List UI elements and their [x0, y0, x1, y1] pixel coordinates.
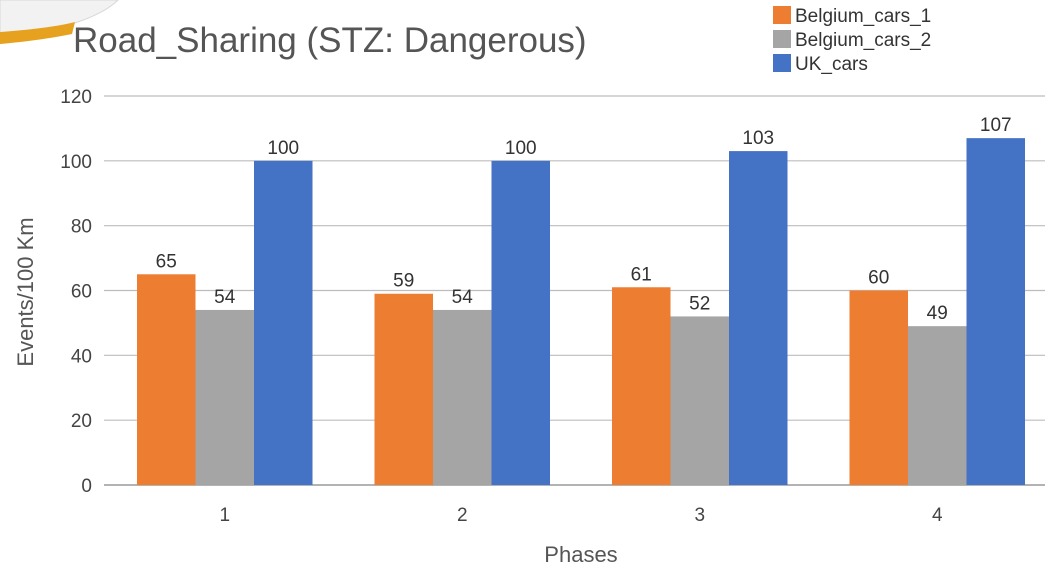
legend-label: Belgium_cars_2 — [795, 30, 931, 51]
bar-belgium-cars-1-phase-3 — [612, 287, 671, 485]
y-axis-title: Events/100 Km — [13, 217, 38, 366]
legend-swatch — [773, 6, 791, 24]
data-label: 103 — [742, 128, 774, 149]
legend-swatch — [773, 54, 791, 72]
x-axis-ticks: 1 2 3 4 — [219, 505, 943, 526]
data-label: 52 — [689, 293, 710, 314]
y-tick-label: 120 — [60, 87, 92, 108]
y-tick-label: 20 — [71, 411, 92, 432]
legend-item: UK_cars — [773, 54, 868, 75]
data-label: 61 — [631, 264, 652, 285]
legend: Belgium_cars_1 Belgium_cars_2 UK_cars — [773, 6, 931, 75]
legend-label: Belgium_cars_1 — [795, 6, 931, 27]
data-label: 49 — [927, 303, 948, 324]
x-tick-label: 3 — [694, 505, 705, 526]
data-label: 65 — [156, 251, 177, 272]
legend-item: Belgium_cars_1 — [773, 6, 931, 27]
y-tick-label: 80 — [71, 217, 92, 238]
data-labels: 65 54 100 59 54 100 61 52 103 60 49 107 — [156, 115, 1012, 324]
data-label: 59 — [393, 271, 414, 292]
bar-belgium-cars-1-phase-4 — [849, 290, 908, 485]
bar-belgium-cars-2-phase-4 — [908, 326, 967, 485]
y-axis-ticks: 0 20 40 60 80 100 120 — [60, 87, 92, 497]
x-axis-title: Phases — [544, 542, 617, 567]
bar-uk-cars-phase-4 — [966, 138, 1025, 485]
x-tick-label: 2 — [457, 505, 468, 526]
y-tick-label: 60 — [71, 282, 92, 303]
data-label: 100 — [505, 138, 537, 159]
bar-belgium-cars-2-phase-3 — [670, 316, 729, 485]
legend-label: UK_cars — [795, 54, 868, 75]
bar-belgium-cars-2-phase-2 — [433, 309, 492, 485]
bar-uk-cars-phase-1 — [254, 160, 313, 486]
y-tick-label: 0 — [81, 476, 92, 497]
data-label: 60 — [868, 268, 889, 289]
data-label: 107 — [980, 115, 1012, 136]
x-tick-label: 1 — [219, 505, 230, 526]
y-tick-label: 100 — [60, 152, 92, 173]
y-tick-label: 40 — [71, 346, 92, 367]
bar-uk-cars-phase-2 — [491, 160, 550, 486]
data-label: 100 — [267, 138, 299, 159]
bar-belgium-cars-2-phase-1 — [195, 309, 254, 485]
legend-item: Belgium_cars_2 — [773, 30, 931, 51]
chart-title: Road_Sharing (STZ: Dangerous) — [73, 21, 587, 60]
x-tick-label: 4 — [932, 505, 943, 526]
legend-swatch — [773, 30, 791, 48]
bar-uk-cars-phase-3 — [729, 151, 788, 485]
bar-belgium-cars-1-phase-1 — [137, 274, 196, 485]
data-label: 54 — [214, 287, 236, 308]
corner-decoration — [0, 0, 119, 44]
bars — [137, 138, 1025, 486]
bar-belgium-cars-1-phase-2 — [374, 293, 433, 485]
data-label: 54 — [452, 287, 474, 308]
